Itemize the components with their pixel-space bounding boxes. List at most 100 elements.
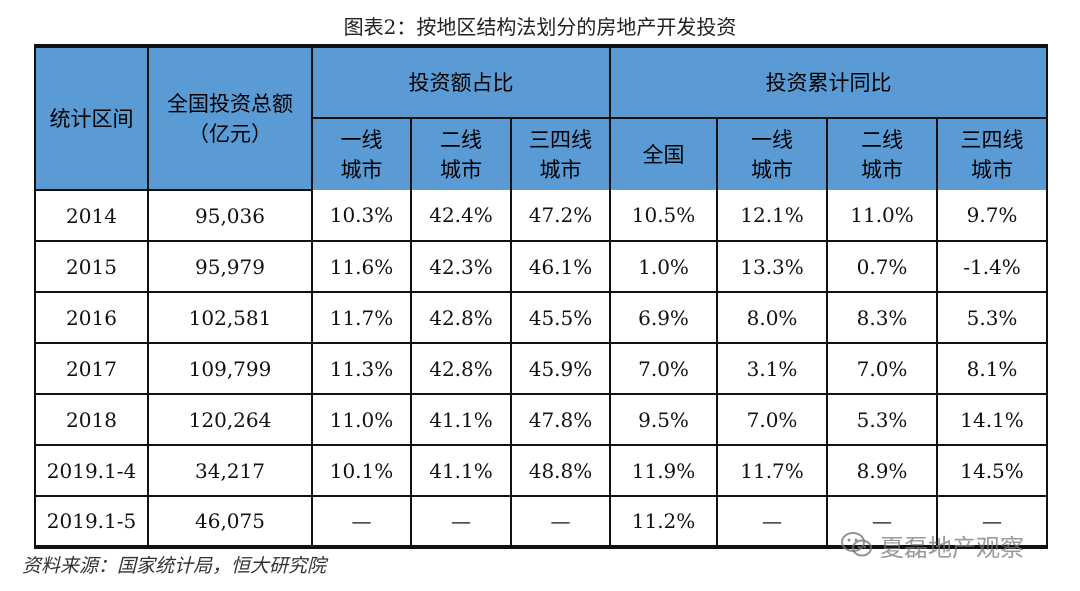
cell-share-tier1: — xyxy=(311,495,412,547)
cell-period: 2019.1-5 xyxy=(34,495,149,547)
cell-share-tier2: 42.4% xyxy=(410,190,512,242)
cell-growth-tier1: 11.7% xyxy=(716,444,829,497)
cell-share-tier2: 41.1% xyxy=(410,444,512,497)
cell-growth-national: 10.5% xyxy=(609,190,719,242)
cell-share-tier1: 11.7% xyxy=(311,291,412,344)
header-cell-line2: 城市 xyxy=(971,157,1014,182)
header-cell-line2: 城市 xyxy=(539,157,582,182)
header-cell-line1: 三四线 xyxy=(960,127,1024,152)
header-growth-tier34: 三四线 城市 xyxy=(936,117,1049,190)
cell-growth-national: 6.9% xyxy=(609,291,719,344)
cell-share-tier34: 46.1% xyxy=(509,240,612,293)
cell-growth-tier2: 8.3% xyxy=(826,291,939,344)
header-cell-line1: 二线 xyxy=(861,127,904,152)
header-cell-line1: 一线 xyxy=(340,127,383,152)
header-row-1: 统计区间 全国投资总额 （亿元） 投资额占比 投资累计同比 xyxy=(34,46,1049,191)
cell-period: 2014 xyxy=(34,190,149,242)
cell-growth-national: 11.2% xyxy=(609,495,719,547)
cell-share-tier1: 10.1% xyxy=(311,444,412,497)
cell-growth-tier2: 7.0% xyxy=(826,342,939,395)
cell-growth-tier2: 11.0% xyxy=(826,190,939,242)
cell-growth-tier34: 9.7% xyxy=(936,190,1049,242)
cell-share-tier1: 10.3% xyxy=(311,190,412,242)
watermark-text: 夏磊地产观察 xyxy=(880,533,1024,562)
cell-growth-national: 9.5% xyxy=(609,393,719,446)
table-row: 2017 109,799 11.3% 42.8% 45.9% 7.0% 3.1%… xyxy=(34,342,1049,395)
cell-growth-national: 7.0% xyxy=(609,342,719,395)
cell-period: 2017 xyxy=(34,342,149,395)
cell-period: 2018 xyxy=(34,393,149,446)
header-period: 统计区间 xyxy=(34,46,149,191)
cell-period: 2016 xyxy=(34,291,149,344)
cell-total: 120,264 xyxy=(147,393,313,446)
cell-growth-tier1: 13.3% xyxy=(716,240,829,293)
cell-total: 46,075 xyxy=(147,495,313,547)
cell-period: 2019.1-4 xyxy=(34,444,149,497)
cell-total: 109,799 xyxy=(147,342,313,395)
cell-share-tier1: 11.6% xyxy=(311,240,412,293)
header-cell-line1: 二线 xyxy=(440,127,482,152)
header-row-2: 一线 城市 二线 城市 三四线 城市 全国 一线 城市 二线 城市 xyxy=(35,117,1049,190)
cell-growth-tier34: 14.5% xyxy=(936,444,1049,497)
cell-total: 95,979 xyxy=(147,240,313,293)
cell-share-tier34: 45.5% xyxy=(509,291,612,344)
cell-growth-tier2: 5.3% xyxy=(826,393,939,446)
cell-share-tier34: 47.2% xyxy=(509,190,612,242)
cell-growth-tier34: -1.4% xyxy=(936,240,1049,293)
cell-share-tier34: 45.9% xyxy=(509,342,612,395)
figure-title: 图表2：按地区结构法划分的房地产开发投资 xyxy=(343,15,737,39)
cell-share-tier2: 42.8% xyxy=(410,342,512,395)
cell-share-tier1: 11.3% xyxy=(311,342,412,395)
cell-growth-tier1: 7.0% xyxy=(716,393,829,446)
header-cell-line1: 一线 xyxy=(751,127,794,152)
table-row: 2019.1-4 34,217 10.1% 41.1% 48.8% 11.9% … xyxy=(34,444,1049,497)
cell-growth-national: 11.9% xyxy=(609,444,719,497)
header-cell-line2: 城市 xyxy=(861,157,904,182)
header-cell-line1: 全国 xyxy=(642,142,685,167)
header-growth-national: 全国 xyxy=(609,117,719,190)
cell-growth-tier34: — xyxy=(936,495,1049,547)
table-row: 2014 95,036 10.3% 42.4% 47.2% 10.5% 12.1… xyxy=(34,190,1049,242)
cell-growth-national: 1.0% xyxy=(609,240,719,293)
header-growth-group: 投资累计同比 xyxy=(609,46,1049,119)
cell-share-tier2: 42.8% xyxy=(410,291,512,344)
cell-share-tier34: 47.8% xyxy=(509,393,612,446)
header-cell-line2: 城市 xyxy=(340,157,383,182)
header-share-tier1: 一线 城市 xyxy=(311,117,412,190)
cell-share-tier34: — xyxy=(509,495,612,547)
cell-growth-tier2: — xyxy=(826,495,939,547)
header-share-group: 投资额占比 xyxy=(310,46,612,119)
table-row: 2016 102,581 11.7% 42.8% 45.5% 6.9% 8.0%… xyxy=(34,291,1049,344)
cell-total: 34,217 xyxy=(147,444,313,497)
cell-share-tier2: — xyxy=(410,495,512,547)
header-total: 全国投资总额 （亿元） xyxy=(147,46,313,191)
header-share-tier34: 三四线 城市 xyxy=(509,117,612,190)
header-growth-tier1: 一线 城市 xyxy=(716,117,829,190)
source-note: 资料来源：国家统计局，恒大研究院 xyxy=(22,555,327,577)
cell-total: 102,581 xyxy=(147,291,313,344)
cell-share-tier1: 11.0% xyxy=(311,393,412,446)
header-cell-line2: 城市 xyxy=(440,157,482,182)
cell-growth-tier1: 3.1% xyxy=(716,342,829,395)
cell-growth-tier34: 14.1% xyxy=(936,393,1049,446)
cell-growth-tier1: — xyxy=(716,495,829,547)
cell-growth-tier2: 8.9% xyxy=(826,444,939,497)
cell-share-tier34: 48.8% xyxy=(509,444,612,497)
watermark: 夏磊地产观察 xyxy=(840,528,1024,562)
table-row: 2019.1-5 46,075 — — — 11.2% — — — xyxy=(34,495,1049,547)
cell-growth-tier2: 0.7% xyxy=(826,240,939,293)
header-total-line1: 全国投资总额 xyxy=(167,91,293,116)
cell-period: 2015 xyxy=(34,240,149,293)
header-total-line2: （亿元） xyxy=(188,121,272,146)
cell-growth-tier1: 8.0% xyxy=(716,291,829,344)
cell-share-tier2: 41.1% xyxy=(410,393,512,446)
table-row: 2018 120,264 11.0% 41.1% 47.8% 9.5% 7.0%… xyxy=(34,393,1049,446)
investment-table: 统计区间 全国投资总额 （亿元） 投资额占比 投资累计同比 一线 城市 二线 城… xyxy=(34,44,1049,549)
cell-share-tier2: 42.3% xyxy=(410,240,512,293)
wechat-icon xyxy=(841,532,872,557)
cell-growth-tier34: 5.3% xyxy=(936,291,1049,344)
header-share-tier2: 二线 城市 xyxy=(410,117,512,190)
cell-growth-tier1: 12.1% xyxy=(716,190,829,242)
table-row: 2015 95,979 11.6% 42.3% 46.1% 1.0% 13.3%… xyxy=(34,240,1049,293)
header-cell-line1: 三四线 xyxy=(529,127,593,152)
